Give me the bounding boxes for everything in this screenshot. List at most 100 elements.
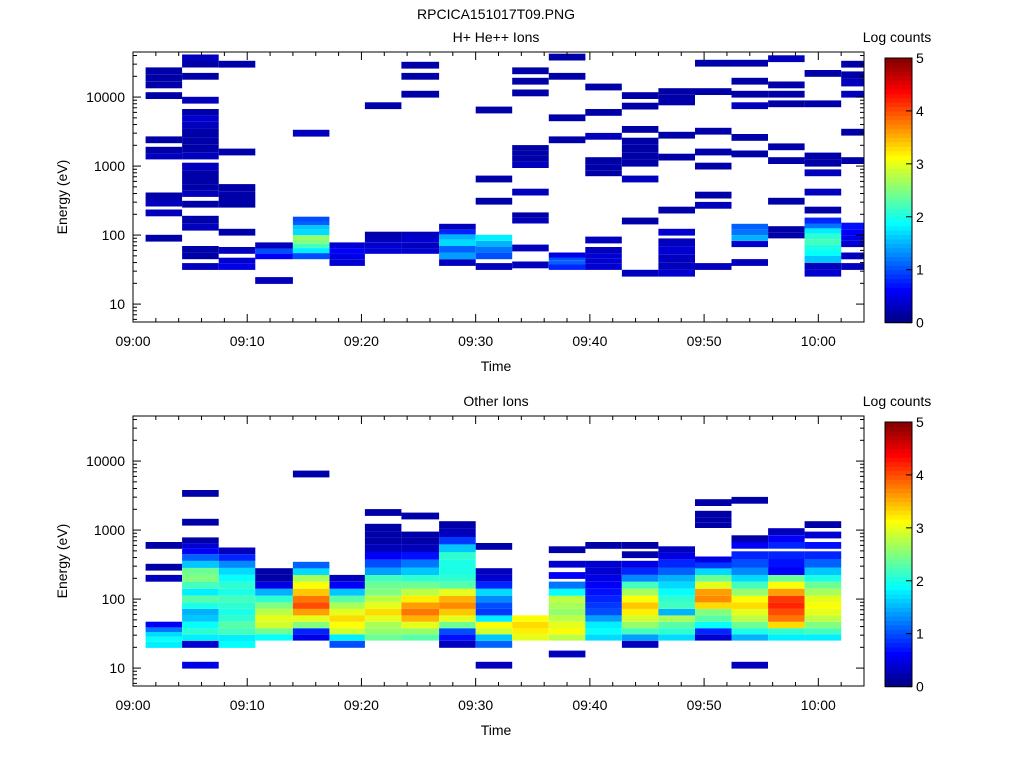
top-cell bbox=[329, 248, 365, 254]
bottom-colorbar-segment bbox=[885, 589, 912, 595]
top-cell bbox=[364, 237, 402, 243]
top-cell bbox=[804, 233, 842, 240]
bottom-colorbar-segment bbox=[885, 422, 912, 427]
bottom-cell bbox=[182, 548, 219, 555]
bottom-cell bbox=[439, 615, 476, 622]
bottom-cell bbox=[364, 552, 402, 560]
top-cell bbox=[548, 114, 586, 122]
bottom-y-tick-label: 1000 bbox=[94, 522, 125, 538]
bottom-cell bbox=[658, 546, 695, 553]
bottom-cell bbox=[585, 628, 622, 635]
bottom-colorbar-segment bbox=[885, 448, 912, 454]
bottom-colorbar-segment bbox=[885, 452, 912, 458]
bottom-cell bbox=[731, 542, 768, 549]
bottom-cell bbox=[658, 628, 695, 635]
bottom-x-tick-label: 09:40 bbox=[572, 697, 607, 713]
bottom-cell bbox=[512, 628, 549, 635]
bottom-cell bbox=[329, 640, 365, 648]
bottom-cell bbox=[768, 634, 805, 641]
bottom-cell bbox=[182, 581, 219, 589]
top-cell bbox=[364, 242, 402, 249]
top-cell bbox=[145, 209, 183, 217]
bottom-cell bbox=[621, 634, 659, 641]
bottom-cell bbox=[548, 560, 586, 568]
bottom-colorbar-segment bbox=[885, 479, 912, 485]
top-y-tick-label: 10000 bbox=[86, 89, 125, 105]
bottom-colorbar-segment bbox=[885, 624, 912, 630]
bottom-cell bbox=[695, 595, 732, 603]
bottom-colorbar-segment bbox=[885, 501, 912, 507]
bottom-cell bbox=[145, 574, 183, 582]
bottom-colorbar-segment bbox=[885, 576, 912, 582]
top-cell bbox=[255, 242, 293, 249]
bottom-cell bbox=[292, 588, 330, 596]
top-cell bbox=[841, 157, 864, 164]
top-cell bbox=[329, 253, 365, 260]
bottom-cell bbox=[292, 595, 330, 603]
top-cell bbox=[182, 121, 219, 129]
bottom-cell bbox=[585, 595, 622, 603]
top-colorbar-tick-label: 0 bbox=[916, 315, 924, 331]
bottom-cell bbox=[695, 602, 732, 609]
top-cell bbox=[768, 143, 805, 151]
top-cell bbox=[621, 159, 659, 167]
top-colorbar-segment bbox=[885, 252, 912, 257]
bottom-cell bbox=[182, 575, 219, 582]
top-cell bbox=[292, 129, 330, 137]
bottom-cell bbox=[255, 621, 293, 629]
top-x-tick-label: 09:40 bbox=[572, 333, 607, 349]
top-cell bbox=[841, 241, 864, 248]
bottom-cell bbox=[658, 567, 695, 575]
bottom-cell bbox=[768, 551, 805, 559]
bottom-cell bbox=[548, 650, 586, 658]
bottom-cell bbox=[585, 581, 622, 589]
bottom-colorbar-tick-label: 0 bbox=[916, 679, 924, 695]
bottom-x-tick-label: 09:30 bbox=[458, 697, 493, 713]
bottom-colorbar-segment bbox=[885, 457, 912, 463]
top-cell bbox=[292, 240, 330, 244]
top-cell bbox=[475, 234, 513, 241]
bottom-cell bbox=[145, 636, 183, 642]
top-cell bbox=[658, 131, 695, 139]
bottom-cell bbox=[621, 567, 659, 575]
top-cell bbox=[182, 190, 219, 197]
bottom-cell bbox=[401, 512, 440, 520]
bottom-cell bbox=[329, 615, 365, 622]
bottom-cell bbox=[329, 634, 365, 641]
top-cell bbox=[695, 148, 732, 156]
bottom-panel: Other Ions 09:00 09:10 09:20 09:30 09:40 09:5… bbox=[54, 393, 931, 738]
bottom-cell bbox=[364, 615, 402, 622]
bottom-cell bbox=[439, 621, 476, 629]
top-x-tick-label: 09:30 bbox=[458, 333, 493, 349]
top-cell bbox=[401, 231, 440, 238]
top-cell bbox=[841, 60, 864, 68]
bottom-cell bbox=[439, 552, 476, 560]
bottom-cell bbox=[439, 537, 476, 545]
bottom-cell bbox=[364, 581, 402, 589]
top-colorbar-segment bbox=[885, 115, 912, 121]
top-cell bbox=[731, 241, 768, 248]
top-cell bbox=[731, 90, 768, 98]
bottom-cell bbox=[804, 634, 842, 641]
top-cell bbox=[182, 178, 219, 185]
bottom-cell bbox=[329, 621, 365, 629]
bottom-cell bbox=[439, 521, 476, 529]
bottom-cell bbox=[695, 522, 732, 528]
bottom-cell bbox=[585, 602, 622, 609]
bottom-cell bbox=[292, 561, 330, 569]
top-cell bbox=[182, 184, 219, 191]
top-cell bbox=[182, 200, 219, 208]
top-cell bbox=[731, 59, 768, 67]
bottom-cell bbox=[182, 602, 219, 609]
bottom-cell bbox=[255, 628, 293, 635]
bottom-cell bbox=[658, 621, 695, 629]
top-cell bbox=[585, 83, 622, 91]
bottom-cell bbox=[182, 518, 219, 526]
bottom-cell bbox=[439, 581, 476, 589]
bottom-cell bbox=[731, 496, 768, 504]
bottom-colorbar-segment bbox=[885, 660, 912, 666]
bottom-cell bbox=[329, 581, 365, 589]
top-cell bbox=[218, 60, 256, 68]
bottom-colorbar-segment bbox=[885, 677, 912, 683]
top-cell bbox=[364, 102, 402, 110]
